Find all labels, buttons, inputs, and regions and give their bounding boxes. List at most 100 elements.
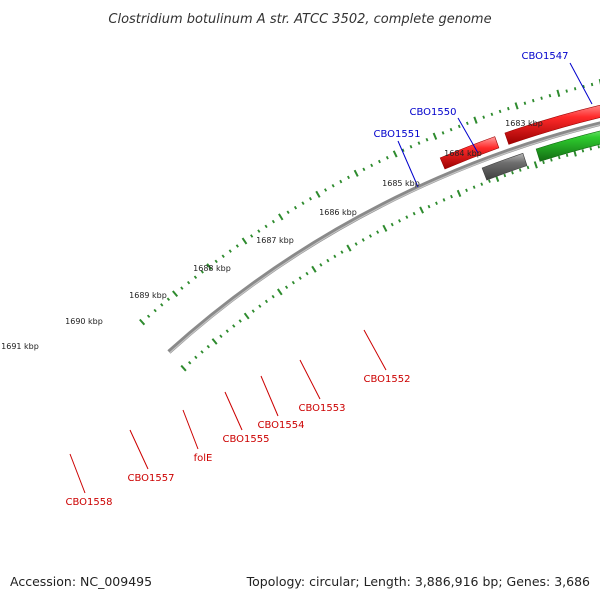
minor-tick xyxy=(511,171,514,175)
minor-tick xyxy=(291,280,295,285)
minor-tick xyxy=(597,145,600,149)
kbp-label: 1688 kbp xyxy=(193,264,231,273)
minor-tick xyxy=(206,344,210,349)
major-tick xyxy=(241,237,248,245)
minor-tick xyxy=(417,141,421,145)
minor-tick xyxy=(153,308,157,313)
major-tick xyxy=(419,206,425,214)
gene-block-left-inner xyxy=(481,152,528,181)
minor-tick xyxy=(590,82,594,87)
minor-tick xyxy=(589,147,593,151)
minor-tick xyxy=(251,309,255,313)
minor-tick xyxy=(193,275,198,279)
minor-tick xyxy=(305,271,309,276)
major-tick xyxy=(211,338,218,345)
major-tick xyxy=(556,89,561,97)
minor-tick xyxy=(301,201,305,205)
minor-tick xyxy=(333,254,337,259)
minor-tick xyxy=(376,230,380,234)
minor-tick xyxy=(370,163,374,168)
minor-tick xyxy=(490,112,494,117)
major-tick xyxy=(139,318,146,326)
minor-tick xyxy=(257,229,261,233)
leader-line xyxy=(363,329,387,371)
minor-tick xyxy=(284,285,289,290)
minor-tick xyxy=(507,106,510,111)
minor-tick xyxy=(232,324,236,328)
minor-tick xyxy=(219,334,223,338)
minor-tick xyxy=(503,173,507,178)
minor-tick xyxy=(548,93,552,98)
map-title: Clostridium botulinum A str. ATCC 3502, … xyxy=(108,12,491,27)
minor-tick xyxy=(409,144,413,149)
minor-tick xyxy=(368,234,372,238)
major-tick xyxy=(276,288,283,296)
minor-tick xyxy=(573,87,577,91)
minor-tick xyxy=(582,84,585,89)
major-tick xyxy=(533,161,538,169)
minor-tick xyxy=(221,254,225,258)
kbp-labels: 1683 kbp 1684 kbp 1685 kbp 1686 kbp 1687 kbp… xyxy=(1,119,543,351)
minor-tick xyxy=(523,101,527,105)
minor-tick xyxy=(166,297,171,301)
major-tick xyxy=(473,116,478,124)
minor-tick xyxy=(442,198,446,202)
major-tick xyxy=(206,263,213,270)
leader-line xyxy=(182,409,199,450)
minor-tick xyxy=(398,219,401,223)
kbp-label: 1685 kbp xyxy=(382,179,420,188)
minor-tick xyxy=(324,188,328,192)
leader-line xyxy=(457,117,479,154)
leader-line xyxy=(260,375,279,417)
leader-line xyxy=(299,359,321,400)
leader-line xyxy=(397,140,419,188)
minor-tick xyxy=(465,188,468,193)
accession-text: Accession: NC_009495 xyxy=(10,574,152,589)
minor-tick xyxy=(200,350,204,354)
kbp-label: 1690 kbp xyxy=(65,317,103,326)
kbp-label: 1683 kbp xyxy=(505,119,543,128)
minor-tick xyxy=(450,194,453,199)
gene-label-cbo1557: CBO1557 xyxy=(128,473,175,484)
gene-block-cbo1558 xyxy=(535,130,600,162)
major-tick xyxy=(382,224,388,232)
minor-tick xyxy=(441,131,445,135)
minor-tick xyxy=(565,153,569,157)
gene-label-fole: folE xyxy=(194,453,213,464)
gene-features xyxy=(439,104,600,181)
minor-tick xyxy=(354,242,358,246)
minor-tick xyxy=(405,215,409,219)
major-tick xyxy=(392,150,398,158)
gene-label-cbo1553: CBO1553 xyxy=(299,403,346,414)
major-tick xyxy=(432,132,438,140)
minor-tick xyxy=(225,329,229,333)
minor-tick xyxy=(258,304,262,308)
kbp-label: 1689 kbp xyxy=(129,291,167,300)
gene-label-cbo1554: CBO1554 xyxy=(258,420,305,431)
minor-tick xyxy=(526,165,530,170)
major-tick xyxy=(353,169,359,177)
kbp-label: 1684 kbp xyxy=(444,149,482,158)
minor-tick xyxy=(581,149,585,153)
minor-tick xyxy=(557,155,561,160)
gene-block-cbo1558-top xyxy=(504,104,600,145)
major-tick xyxy=(346,244,352,252)
minor-tick xyxy=(146,314,151,319)
minor-tick xyxy=(472,185,476,189)
minor-tick xyxy=(542,160,545,165)
minor-tick xyxy=(540,96,543,100)
gene-block-left-top xyxy=(439,136,500,170)
minor-tick xyxy=(531,98,535,103)
minor-tick xyxy=(271,294,275,299)
topology-summary-text: Topology: circular; Length: 3,886,916 bp… xyxy=(246,574,590,589)
minor-tick xyxy=(480,182,484,186)
minor-tick xyxy=(401,148,405,153)
gene-label-cbo1547: CBO1547 xyxy=(522,51,569,62)
leader-line xyxy=(224,391,243,431)
minor-tick xyxy=(319,263,323,267)
minor-tick xyxy=(194,355,198,360)
minor-tick xyxy=(362,167,366,172)
major-tick xyxy=(180,364,187,372)
minor-tick xyxy=(293,205,298,210)
